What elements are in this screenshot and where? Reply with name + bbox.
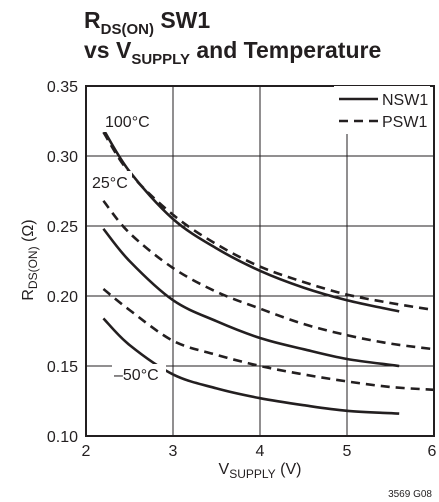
figure-code: 3569 G08 bbox=[388, 489, 432, 500]
y-axis-label: RDS(ON) (Ω) bbox=[20, 219, 40, 300]
legend-label-psw1: PSW1 bbox=[382, 114, 427, 131]
chart-title-line1: RDS(ON) SW1 bbox=[84, 7, 210, 38]
annotation-25c: 25°C bbox=[92, 175, 128, 192]
curves bbox=[102, 128, 435, 415]
y-tick-label: 0.10 bbox=[47, 429, 78, 446]
y-tick-labels: 0.10 0.15 0.20 0.25 0.30 0.35 bbox=[47, 79, 78, 446]
annotation-minus50c: –50°C bbox=[114, 367, 159, 384]
series-line-nsw1-100c bbox=[102, 128, 400, 313]
x-tick-label: 4 bbox=[256, 443, 265, 460]
annotation-bg-100c bbox=[102, 110, 152, 132]
annotation-bg-minus50c bbox=[112, 364, 166, 386]
legend: NSW1 PSW1 bbox=[334, 86, 430, 134]
series-line-psw1-100c bbox=[102, 131, 435, 312]
series-line-psw1-25c bbox=[102, 199, 435, 351]
x-tick-labels: 2 3 4 5 6 bbox=[82, 443, 437, 460]
plot-frame bbox=[85, 85, 435, 437]
series-line-nsw1-25c bbox=[102, 227, 400, 368]
legend-background bbox=[334, 86, 430, 134]
y-tick-label: 0.20 bbox=[47, 289, 78, 306]
legend-label-nsw1: NSW1 bbox=[382, 92, 428, 109]
x-axis-label: VSUPPLY (V) bbox=[219, 461, 302, 481]
y-tick-label: 0.15 bbox=[47, 359, 78, 376]
series-line-psw1-minus50c bbox=[102, 287, 435, 392]
y-tick-label: 0.25 bbox=[47, 219, 78, 236]
x-tick-label: 6 bbox=[428, 443, 437, 460]
x-tick-label: 2 bbox=[82, 443, 91, 460]
annotation-100c: 100°C bbox=[105, 114, 150, 131]
series-line-nsw1-minus50c bbox=[102, 317, 400, 415]
x-tick-label: 5 bbox=[343, 443, 352, 460]
x-tick-label: 3 bbox=[169, 443, 178, 460]
y-tick-label: 0.35 bbox=[47, 79, 78, 96]
chart-title-line2: vs VSUPPLY and Temperature bbox=[84, 37, 381, 68]
y-tick-label: 0.30 bbox=[47, 149, 78, 166]
annotation-bg-25c bbox=[90, 171, 132, 193]
